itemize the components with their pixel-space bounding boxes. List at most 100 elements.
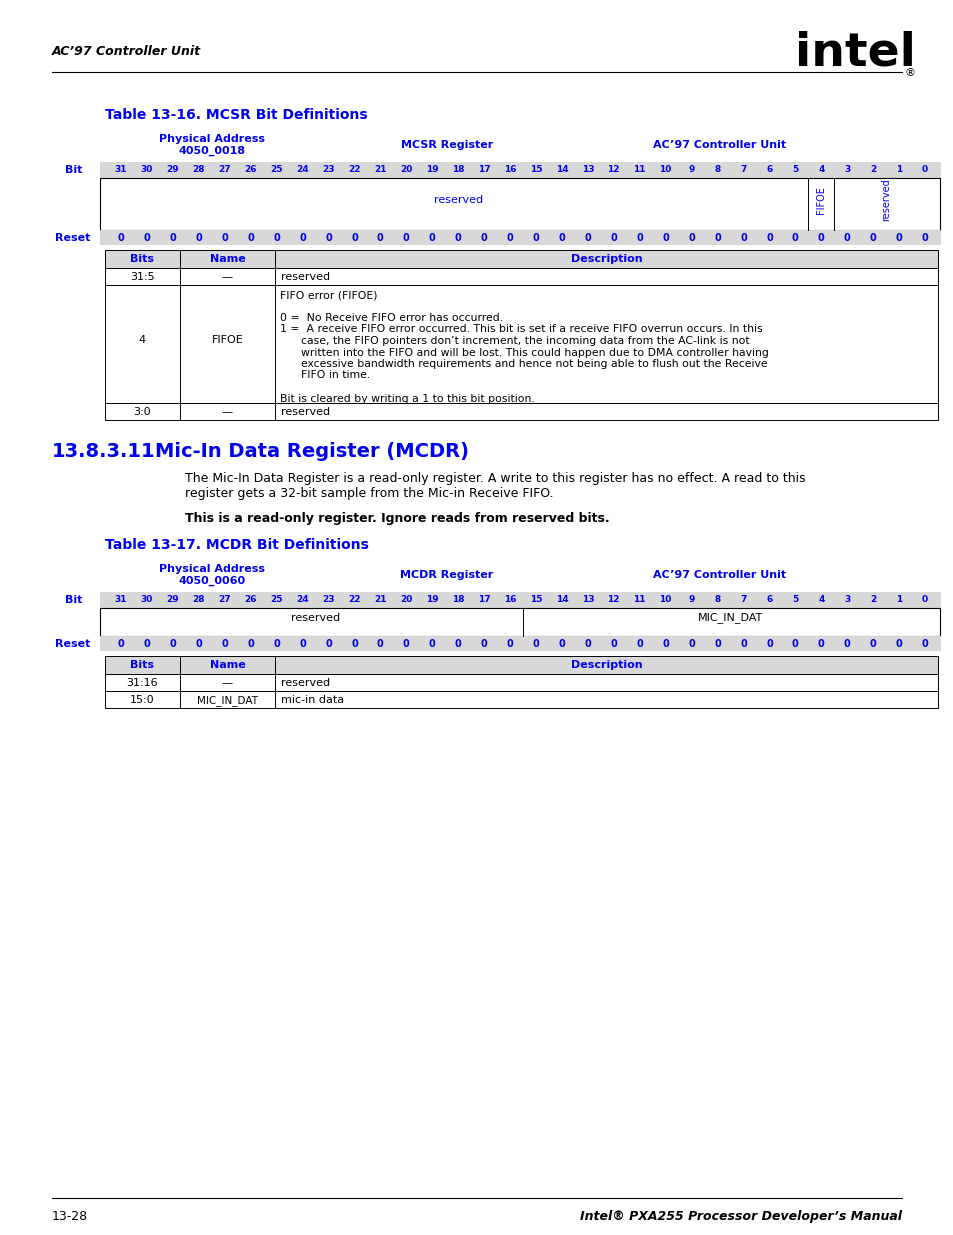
Text: 23: 23 <box>322 595 335 604</box>
Text: Intel® PXA255 Processor Developer’s Manual: Intel® PXA255 Processor Developer’s Manu… <box>579 1210 901 1223</box>
Text: mic-in data: mic-in data <box>281 695 344 705</box>
Text: 17: 17 <box>477 165 490 174</box>
Text: AC’97 Controller Unit: AC’97 Controller Unit <box>653 140 785 149</box>
Text: 0: 0 <box>817 638 823 650</box>
Text: 3: 3 <box>843 595 849 604</box>
Text: reserved: reserved <box>281 678 330 688</box>
Text: 22: 22 <box>348 165 360 174</box>
Text: Description: Description <box>570 254 641 264</box>
Text: 0: 0 <box>791 638 798 650</box>
Text: 4050_0018: 4050_0018 <box>178 146 245 157</box>
Text: 8: 8 <box>714 595 720 604</box>
Text: 17: 17 <box>477 595 490 604</box>
Text: Description: Description <box>570 659 641 671</box>
Text: 16: 16 <box>503 595 516 604</box>
Text: 0: 0 <box>765 638 772 650</box>
Text: 0: 0 <box>584 233 591 243</box>
Text: 16: 16 <box>503 165 516 174</box>
Text: 23: 23 <box>322 165 335 174</box>
Text: Bit is cleared by writing a 1 to this bit position.: Bit is cleared by writing a 1 to this bi… <box>280 394 535 404</box>
Text: 4050_0060: 4050_0060 <box>178 576 245 587</box>
Text: Reset: Reset <box>55 233 91 243</box>
Text: 18: 18 <box>452 165 464 174</box>
Text: 0: 0 <box>273 638 279 650</box>
Text: 15: 15 <box>529 595 541 604</box>
Text: 1: 1 <box>895 165 902 174</box>
Text: 0: 0 <box>610 233 617 243</box>
Text: 0: 0 <box>869 638 876 650</box>
Text: 10: 10 <box>659 595 671 604</box>
Text: case, the FIFO pointers don’t increment, the incoming data from the AC-link is n: case, the FIFO pointers don’t increment,… <box>280 336 749 346</box>
Text: 0: 0 <box>299 233 306 243</box>
Text: —: — <box>222 678 233 688</box>
Bar <box>105 403 937 420</box>
Text: register gets a 32-bit sample from the Mic-in Receive FIFO.: register gets a 32-bit sample from the M… <box>185 487 553 500</box>
Bar <box>105 674 937 692</box>
Bar <box>100 230 939 245</box>
Text: 0: 0 <box>584 638 591 650</box>
Text: 0: 0 <box>532 233 538 243</box>
Bar <box>100 608 939 636</box>
Text: FIFOE: FIFOE <box>212 335 243 345</box>
Text: 13: 13 <box>581 165 594 174</box>
Text: 0: 0 <box>636 233 642 243</box>
Text: 0: 0 <box>221 638 228 650</box>
Text: AC’97 Controller Unit: AC’97 Controller Unit <box>52 44 201 58</box>
Text: This is a read-only register. Ignore reads from reserved bits.: This is a read-only register. Ignore rea… <box>185 513 609 525</box>
Text: 0: 0 <box>273 233 279 243</box>
Text: 26: 26 <box>244 595 256 604</box>
Text: 13.8.3.11: 13.8.3.11 <box>52 442 155 461</box>
Text: 0: 0 <box>117 233 124 243</box>
Text: Physical Address: Physical Address <box>159 564 265 574</box>
Text: 0: 0 <box>143 638 151 650</box>
Text: 0: 0 <box>817 233 823 243</box>
Text: MIC_IN_DAT: MIC_IN_DAT <box>698 613 762 624</box>
Text: 0: 0 <box>325 233 332 243</box>
Text: MCDR Register: MCDR Register <box>400 571 493 580</box>
Text: 0: 0 <box>714 233 720 243</box>
Text: 0: 0 <box>170 638 176 650</box>
Text: 13: 13 <box>581 595 594 604</box>
Text: 0: 0 <box>402 638 409 650</box>
Text: FIFO in time.: FIFO in time. <box>280 370 370 380</box>
Text: 11: 11 <box>633 165 645 174</box>
Text: 19: 19 <box>425 165 438 174</box>
Text: 9: 9 <box>688 165 694 174</box>
Text: 0: 0 <box>376 638 383 650</box>
Text: 0: 0 <box>610 638 617 650</box>
Text: 9: 9 <box>688 595 694 604</box>
Text: 7: 7 <box>740 595 746 604</box>
Text: 0: 0 <box>636 638 642 650</box>
Text: 0: 0 <box>714 638 720 650</box>
Text: 29: 29 <box>167 165 179 174</box>
Text: reserved: reserved <box>881 179 890 221</box>
Text: 15: 15 <box>529 165 541 174</box>
Text: MCSR Register: MCSR Register <box>400 140 493 149</box>
Text: 20: 20 <box>399 595 412 604</box>
Text: 1 =  A receive FIFO error occurred. This bit is set if a receive FIFO overrun oc: 1 = A receive FIFO error occurred. This … <box>280 325 761 335</box>
Text: 20: 20 <box>399 165 412 174</box>
Text: 0: 0 <box>687 638 694 650</box>
Text: 0: 0 <box>558 233 565 243</box>
Text: 31: 31 <box>114 165 127 174</box>
Text: 0: 0 <box>843 233 850 243</box>
Text: 0: 0 <box>791 233 798 243</box>
Text: Name: Name <box>210 254 245 264</box>
Text: Table 13-17. MCDR Bit Definitions: Table 13-17. MCDR Bit Definitions <box>105 538 369 552</box>
Text: 14: 14 <box>555 165 568 174</box>
Text: 0: 0 <box>895 638 902 650</box>
Text: 0: 0 <box>661 638 668 650</box>
Bar <box>100 162 939 178</box>
Text: reserved: reserved <box>291 613 339 622</box>
Text: 13-28: 13-28 <box>52 1210 88 1223</box>
Text: 0: 0 <box>402 233 409 243</box>
Text: 0: 0 <box>351 638 357 650</box>
Text: 0: 0 <box>843 638 850 650</box>
Text: 0: 0 <box>143 233 151 243</box>
Text: 0: 0 <box>429 638 436 650</box>
Text: ®: ® <box>904 68 915 78</box>
Text: reserved: reserved <box>281 272 330 282</box>
Text: MIC_IN_DAT: MIC_IN_DAT <box>196 695 257 706</box>
Text: 0: 0 <box>921 638 927 650</box>
Text: 2: 2 <box>869 165 876 174</box>
